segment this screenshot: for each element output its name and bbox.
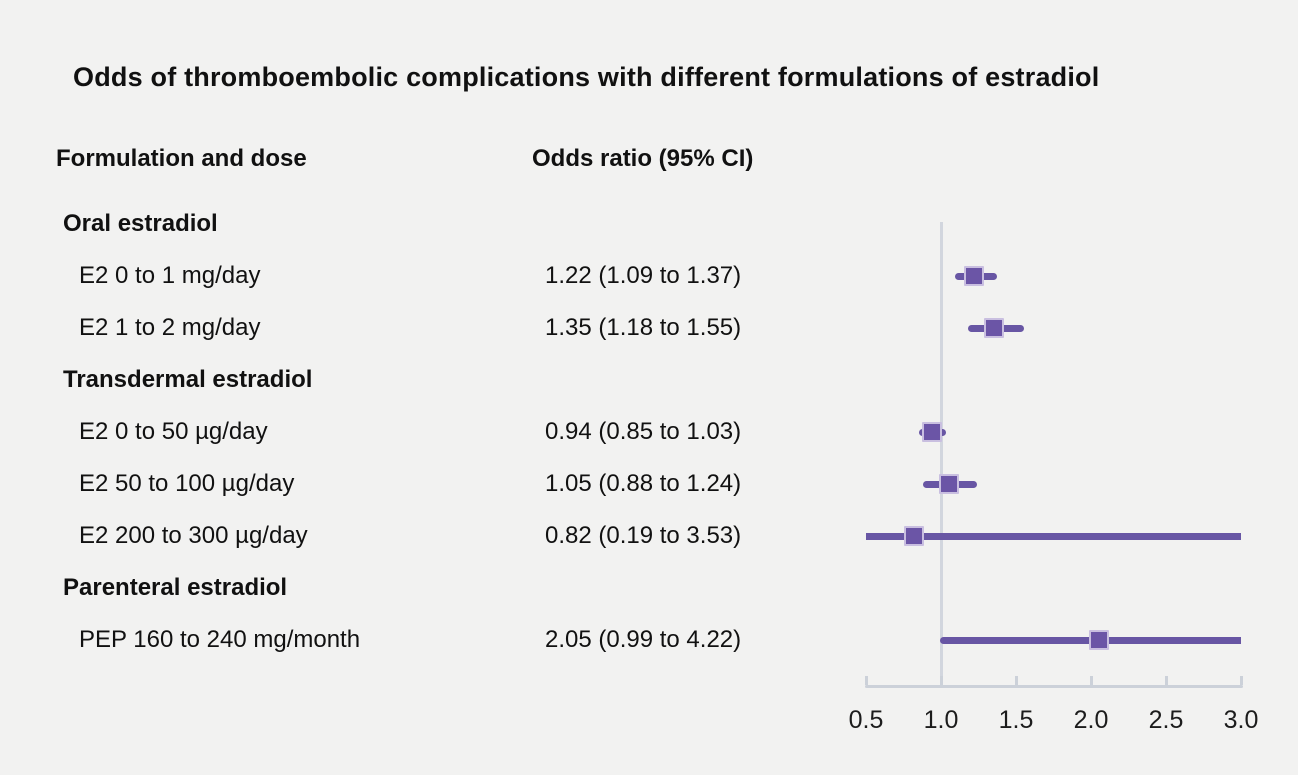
row-odds-ratio-value: 1.22 (1.09 to 1.37) [545, 262, 742, 289]
row-label: PEP 160 to 240 mg/month [79, 626, 361, 653]
x-axis-tick [1164, 676, 1168, 685]
x-axis-tick-label: 2.0 [1073, 706, 1109, 734]
row-label: E2 1 to 2 mg/day [79, 314, 261, 341]
row-label: E2 200 to 300 µg/day [79, 522, 308, 549]
row-label: E2 0 to 50 µg/day [79, 418, 268, 445]
row-label: E2 0 to 1 mg/day [79, 262, 261, 289]
row-odds-ratio-value: 1.35 (1.18 to 1.55) [545, 314, 742, 341]
group-label: Oral estradiol [63, 210, 218, 237]
x-axis-tick-label: 1.0 [923, 706, 959, 734]
row-label: E2 50 to 100 µg/day [79, 470, 295, 497]
odds-ratio-marker [922, 422, 942, 442]
x-axis-line [864, 685, 1243, 688]
group-label: Parenteral estradiol [63, 574, 288, 601]
confidence-interval-line [866, 532, 1241, 540]
x-axis-tick [1239, 676, 1243, 685]
odds-ratio-marker [904, 526, 924, 546]
x-axis-tick-label: 3.0 [1223, 706, 1259, 734]
reference-line [939, 222, 943, 688]
row-odds-ratio-value: 2.05 (0.99 to 4.22) [545, 626, 742, 653]
x-axis-tick-label: 2.5 [1148, 706, 1184, 734]
x-axis-tick [939, 676, 943, 685]
column-header-odds-ratio: Odds ratio (95% CI) [532, 145, 754, 172]
figure-title: Odds of thromboembolic complications wit… [73, 62, 1100, 92]
row-odds-ratio-value: 1.05 (0.88 to 1.24) [545, 470, 742, 497]
x-axis-tick [864, 676, 868, 685]
odds-ratio-marker [1088, 630, 1109, 650]
odds-ratio-marker [964, 266, 984, 286]
x-axis-tick-label: 1.5 [998, 706, 1034, 734]
x-axis-tick [1014, 676, 1018, 685]
row-odds-ratio-value: 0.94 (0.85 to 1.03) [545, 418, 742, 445]
group-label: Transdermal estradiol [63, 366, 313, 393]
odds-ratio-marker [983, 318, 1004, 338]
odds-ratio-marker [938, 474, 959, 494]
column-header-formulation: Formulation and dose [56, 145, 307, 172]
x-axis-tick-label: 0.5 [848, 706, 884, 734]
row-odds-ratio-value: 0.82 (0.19 to 3.53) [545, 522, 742, 549]
x-axis-tick [1089, 676, 1093, 685]
